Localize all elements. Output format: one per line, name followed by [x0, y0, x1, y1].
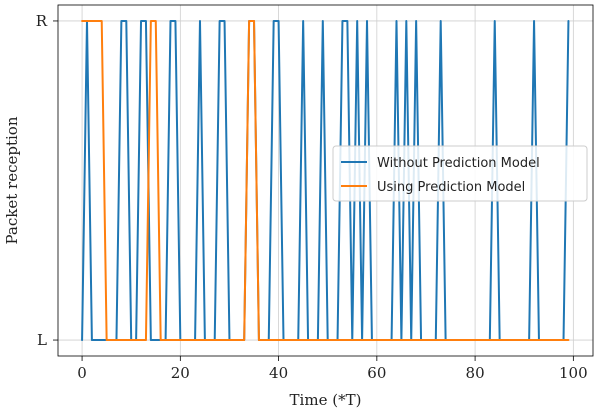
x-axis-label: Time (*T) [290, 391, 362, 409]
x-tick-label: 60 [367, 364, 386, 382]
y-tick-label: L [37, 331, 47, 349]
y-axis-label: Packet reception [3, 116, 21, 244]
x-axis-ticks: 0 20 40 60 80 100 [77, 356, 588, 382]
y-axis-ticks: LR [36, 12, 58, 349]
legend-label-2: Using Prediction Model [377, 180, 525, 195]
x-tick-label: 20 [171, 364, 190, 382]
legend-box [332, 145, 588, 202]
series-line-2 [81, 19, 570, 342]
plot-frame [57, 4, 594, 357]
x-tick-label: 100 [559, 364, 588, 382]
x-tick-label: 0 [77, 364, 87, 382]
y-tick-label: R [36, 12, 48, 30]
legend-label-1: Without Prediction Model [377, 156, 540, 171]
x-tick-label: 40 [269, 364, 288, 382]
legend: Without Prediction Model Using Prediction… [332, 145, 588, 202]
series-lines [81, 19, 570, 342]
x-tick-label: 80 [466, 364, 485, 382]
